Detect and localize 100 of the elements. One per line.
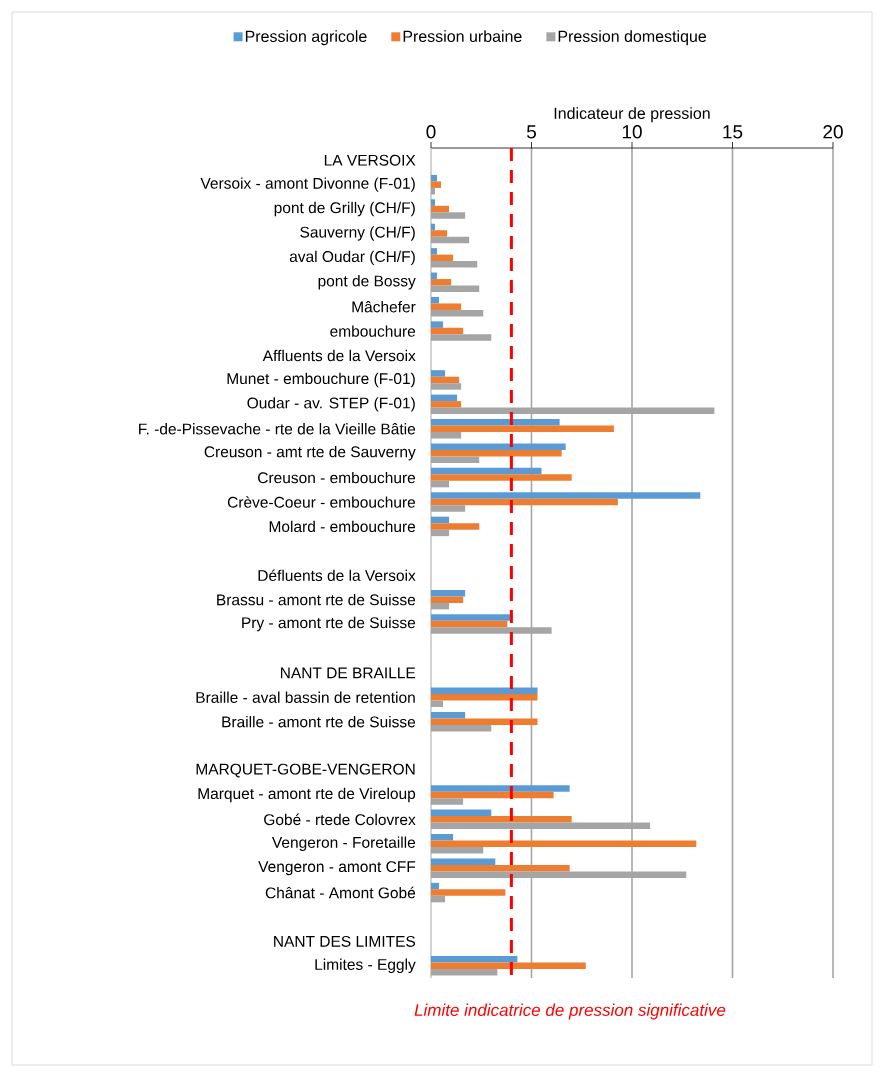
x-tick-label: 10	[622, 125, 642, 139]
y-tick-label: aval Oudar (CH/F)	[289, 250, 415, 266]
bar	[430, 467, 542, 475]
bar	[430, 425, 614, 432]
bar	[430, 791, 554, 799]
bar	[430, 596, 464, 603]
y-tick-label: Oudar - av. STEP (F-01)	[247, 397, 415, 412]
bar	[430, 840, 697, 847]
bar	[430, 187, 436, 195]
bar	[430, 969, 498, 976]
bar	[430, 480, 450, 488]
bar	[430, 254, 454, 262]
legend-label: Pression urbaine	[403, 30, 522, 43]
y-tick-label: Braille - amont rte de Suisse	[222, 716, 416, 728]
y-tick-label: Creuson - embouchure	[258, 471, 416, 484]
y-tick-label: pont de Bossy	[318, 275, 416, 290]
bar	[430, 798, 464, 805]
y-tick-label: Gobé - rtede Colovrex	[264, 813, 416, 826]
bar	[430, 809, 492, 817]
y-tick-label: embouchure	[330, 325, 416, 337]
bar	[430, 248, 438, 255]
bar	[430, 212, 466, 219]
y-tick-label: Munet - embouchure (F-01)	[227, 372, 415, 388]
y-tick-label: Creuson - amt rte de Sauverny	[204, 445, 416, 461]
bar	[430, 334, 492, 341]
bar	[430, 589, 466, 597]
bar	[430, 602, 450, 610]
bar	[430, 236, 470, 244]
bar	[430, 516, 450, 524]
bar	[430, 230, 448, 237]
bar	[430, 505, 466, 512]
bar	[430, 261, 478, 268]
y-tick-label: Molard - embouchure	[269, 520, 416, 533]
y-tick-label: Affluents de la Versoix	[262, 349, 416, 362]
y-tick-label: Pry - amont rte de Suisse	[242, 616, 416, 632]
bar	[430, 474, 572, 481]
bar	[430, 456, 480, 463]
bar	[430, 847, 484, 854]
bar	[430, 223, 436, 231]
legend-label: Pression domestique	[558, 30, 707, 46]
x-tick-label: 5	[526, 125, 536, 139]
y-tick-label: F. -de-Pissevache - rte de la Vieille Bâtie	[139, 423, 416, 435]
bar	[430, 383, 462, 390]
bar	[430, 718, 538, 725]
y-tick-label: pont de Grilly (CH/F)	[274, 201, 415, 217]
x-tick-label: 20	[823, 125, 843, 139]
bar	[430, 816, 572, 823]
bar	[430, 303, 462, 310]
y-tick-label: Défluents de la Versoix	[258, 569, 416, 582]
y-tick-label: NANT DE BRAILLE	[280, 667, 416, 679]
y-tick-label: Vengeron - amont CFF	[258, 861, 416, 876]
bar	[430, 205, 450, 213]
y-tick-label: Limites - Eggly	[315, 958, 416, 974]
y-tick-label: Marquet - amont rte de Vireloup	[198, 787, 416, 803]
bar	[430, 889, 506, 896]
y-tick-label: Mâchefer	[352, 300, 416, 313]
bar	[430, 882, 440, 890]
y-tick-label: NANT DES LIMITES	[274, 935, 416, 947]
bar	[430, 834, 454, 841]
bar	[430, 327, 464, 335]
y-tick-label: Vengeron - Foretaille	[271, 836, 416, 851]
ref-line-label: Limite indicatrice de pression significative	[414, 1003, 726, 1020]
x-axis-title: Indicateur de pression	[554, 107, 710, 123]
bar	[430, 272, 438, 280]
bar	[430, 449, 562, 457]
bar	[430, 711, 466, 719]
bar	[430, 370, 446, 377]
y-tick-label: Braille - aval bassin de retention	[196, 691, 415, 703]
bar	[430, 321, 444, 328]
y-tick-label: LA VERSOIX	[324, 154, 416, 166]
bar	[430, 858, 496, 865]
x-tick-label: 0	[426, 125, 436, 139]
bar	[430, 394, 458, 402]
x-tick-label: 15	[723, 125, 743, 139]
bar	[430, 401, 462, 408]
bar	[430, 785, 570, 792]
bar	[430, 443, 566, 450]
bar	[430, 694, 538, 701]
bar	[430, 700, 444, 708]
y-tick-label: Crève-Coeur - embouchure	[227, 496, 416, 508]
y-tick-label: Chânat - Amont Gobé	[265, 886, 416, 899]
bar	[430, 432, 462, 439]
y-tick-label: Sauverny (CH/F)	[300, 226, 415, 241]
y-tick-label: Versoix - amont Divonne (F-01)	[200, 177, 415, 192]
bar	[430, 724, 492, 732]
bar	[430, 309, 484, 317]
bar	[430, 895, 446, 903]
y-tick-label: Brassu - amont rte de Suisse	[217, 593, 416, 606]
bar	[430, 620, 508, 628]
bar	[430, 529, 450, 537]
bar	[430, 614, 512, 621]
legend-label: Pression agricole	[245, 30, 367, 46]
y-tick-label: MARQUET-GOBE-VENGERON	[196, 763, 415, 778]
bar	[430, 956, 518, 963]
bar	[430, 492, 701, 499]
bar	[430, 523, 480, 530]
bar	[430, 296, 440, 304]
bar	[430, 687, 538, 695]
bar	[430, 962, 586, 970]
bar	[430, 199, 436, 206]
